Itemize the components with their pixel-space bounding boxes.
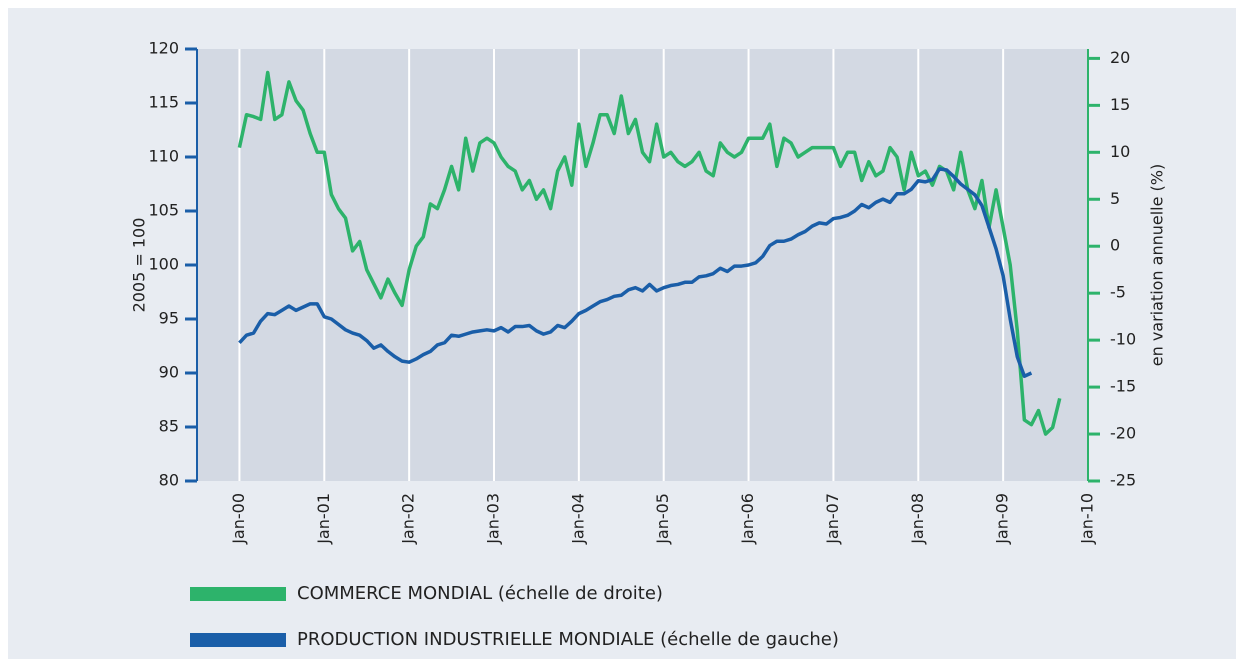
y2-tick-label: 20 (1110, 48, 1130, 67)
y2-axis-title: en variation annuelle (%) (1148, 164, 1167, 366)
y2-tick-label: 10 (1110, 142, 1130, 161)
y-tick-label: 85 (159, 417, 179, 436)
y-tick-label: 80 (159, 471, 179, 490)
y-tick-label: 115 (148, 93, 179, 112)
y2-tick-label: -5 (1110, 283, 1126, 302)
x-tick-label: Jan-00 (229, 493, 248, 545)
y-tick-label: 95 (159, 309, 179, 328)
x-tick-label: Jan-03 (484, 493, 503, 545)
x-tick-label: Jan-10 (1078, 493, 1097, 545)
x-tick-label: Jan-09 (993, 493, 1012, 545)
plot-area (197, 49, 1088, 481)
y-tick-label: 110 (148, 147, 179, 166)
y2-tick-label: -20 (1110, 424, 1136, 443)
y2-tick-label: -25 (1110, 471, 1136, 490)
y-tick-label: 105 (148, 201, 179, 220)
y2-tick-label: 0 (1110, 236, 1120, 255)
data-line (238, 167, 1033, 378)
legend-label: PRODUCTION INDUSTRIELLE MONDIALE (échell… (297, 629, 839, 650)
x-tick-label: Jan-02 (399, 493, 418, 545)
y-tick-label: 90 (159, 363, 179, 382)
x-tick-label: Jan-08 (908, 493, 927, 545)
x-tick-label: Jan-06 (738, 493, 757, 545)
x-tick-label: Jan-04 (568, 493, 587, 545)
x-tick-label: Jan-07 (823, 493, 842, 545)
y2-tick-label: 5 (1110, 189, 1120, 208)
y2-tick-label: -15 (1110, 377, 1136, 396)
y-tick-label: 100 (148, 255, 179, 274)
y-tick-label: 120 (148, 39, 179, 58)
x-tick-label: Jan-05 (653, 493, 672, 545)
x-tick-label: Jan-01 (314, 493, 333, 545)
legend-swatch (190, 633, 286, 647)
legend-label: COMMERCE MONDIAL (échelle de droite) (297, 583, 663, 604)
y2-tick-label: 15 (1110, 95, 1130, 114)
data-line (237, 70, 1062, 436)
legend-swatch (190, 587, 286, 601)
y-axis-title: 2005 = 100 (130, 218, 149, 313)
y2-tick-label: -10 (1110, 330, 1136, 349)
